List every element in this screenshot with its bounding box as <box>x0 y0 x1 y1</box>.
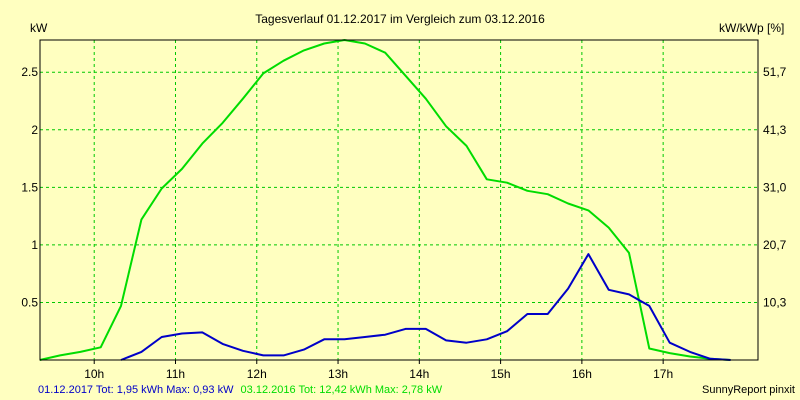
x-tick-label-5: 15h <box>491 367 511 381</box>
y-tick-label-2: 1.5 <box>21 180 38 194</box>
chart-title: Tagesverlauf 01.12.2017 im Vergleich zum… <box>255 12 545 26</box>
y-axis-left-ticks: 0.5 1 1.5 2 2.5 <box>21 65 38 309</box>
x-axis-ticks: 10h 11h 12h 13h 14h 15h 16h 17h <box>84 360 673 381</box>
legend: 01.12.2017 Tot: 1,95 kWh Max: 0,93 kW 03… <box>38 384 443 396</box>
y-tick-label-3: 2 <box>31 123 38 137</box>
x-tick-label-2: 12h <box>247 367 267 381</box>
y-axis-right-label: kW/kWp [%] <box>719 21 784 35</box>
legend-entry-2016: 03.12.2016 Tot: 12,42 kWh Max: 2,78 kW <box>241 384 443 396</box>
legend-entry-2017: 01.12.2017 Tot: 1,95 kWh Max: 0,93 kW <box>38 384 234 396</box>
plot-frame <box>39 39 759 361</box>
y-tick-label-0: 0.5 <box>21 295 38 309</box>
x-tick-label-7: 17h <box>653 367 673 381</box>
y-tick-label-4: 2.5 <box>21 65 38 79</box>
credit-text: SunnyReport pinxit <box>702 384 795 396</box>
y-tick-label-1: 1 <box>31 238 38 252</box>
x-tick-label-0: 10h <box>84 367 104 381</box>
y2-tick-label-0: 10,3 <box>763 295 787 309</box>
x-tick-label-3: 13h <box>328 367 348 381</box>
x-tick-label-4: 14h <box>409 367 429 381</box>
x-tick-label-6: 16h <box>572 367 592 381</box>
y-axis-left-label: kW <box>30 21 48 35</box>
series-line-1 <box>39 39 731 361</box>
plot-border <box>39 39 759 361</box>
y2-tick-label-2: 31,0 <box>763 180 787 194</box>
y-axis-right-ticks: 10,3 20,7 31,0 41,3 51,7 <box>763 65 787 309</box>
grid <box>40 40 758 360</box>
y2-tick-label-4: 51,7 <box>763 65 787 79</box>
series-line-0 <box>120 253 731 361</box>
series-lines <box>39 39 731 361</box>
x-tick-label-1: 11h <box>166 367 185 381</box>
y2-tick-label-3: 41,3 <box>763 123 787 137</box>
y2-tick-label-1: 20,7 <box>763 238 787 252</box>
